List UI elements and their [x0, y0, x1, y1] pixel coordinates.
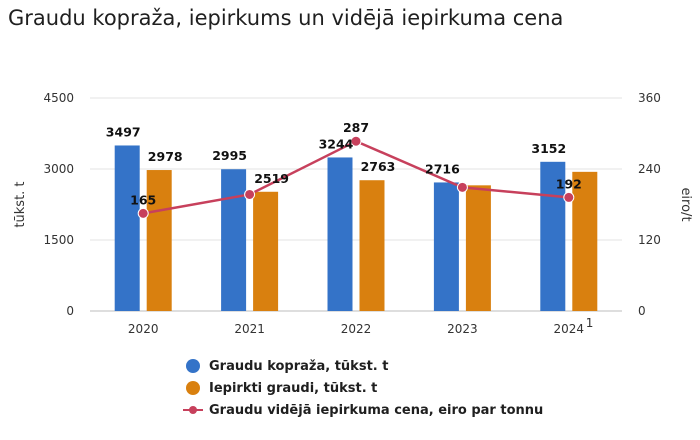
bar-purchased [146, 170, 172, 311]
legend-label-purchased: Iepirkti graudi, tūkst. t [209, 380, 378, 396]
bar-purchased [465, 185, 491, 311]
y-left-tick-label: 4500 [43, 91, 74, 105]
legend-item-price[interactable]: Graudu vidējā iepirkuma cena, eiro par t… [183, 400, 543, 420]
y-right-tick-label: 240 [638, 162, 661, 176]
bar-harvest [221, 169, 247, 311]
price-point [563, 191, 575, 203]
chart-title: Graudu kopraža, iepirkums un vidējā iepi… [8, 6, 564, 30]
harvest-data-label: 2716 [425, 161, 460, 176]
y-right-tick-label: 0 [638, 304, 646, 318]
bar-purchased [359, 180, 385, 311]
price-point [456, 181, 468, 193]
price-data-label: 165 [130, 192, 156, 207]
x-tick-label: 2020 [128, 322, 159, 336]
bar-purchased [572, 171, 598, 311]
y-right-tick-label: 360 [638, 91, 661, 105]
x-tick-label: 2022 [341, 322, 372, 336]
x-tick-footnote-mark: 1 [586, 316, 594, 330]
bar-harvest [433, 182, 459, 311]
harvest-data-label: 3152 [531, 141, 566, 156]
price-point [244, 188, 256, 200]
legend-item-harvest[interactable]: Graudu kopraža, tūkst. t [183, 356, 543, 376]
legend-marker-harvest-icon [183, 359, 203, 373]
legend-label-harvest: Graudu kopraža, tūkst. t [209, 358, 389, 374]
legend-label-price: Graudu vidējā iepirkuma cena, eiro par t… [209, 402, 544, 418]
x-tick-label: 2024 [554, 322, 585, 336]
price-data-label: 287 [343, 120, 369, 135]
legend-marker-price-icon [183, 403, 203, 417]
y-left-tick-label: 0 [66, 304, 74, 318]
y-left-axis-title: tūkst. t [13, 181, 28, 227]
harvest-data-label: 2995 [212, 148, 247, 163]
chart-legend: Graudu kopraža, tūkst. t Iepirkti graudi… [183, 356, 543, 422]
harvest-data-label: 3497 [106, 124, 141, 139]
price-data-label: 192 [556, 176, 582, 191]
y-right-tick-label: 120 [638, 233, 661, 247]
bar-harvest [327, 157, 353, 311]
purchased-data-label: 2519 [254, 171, 289, 186]
y-left-tick-label: 1500 [43, 233, 74, 247]
price-point [350, 135, 362, 147]
purchased-data-label: 2978 [148, 149, 183, 164]
harvest-data-label: 3244 [319, 136, 354, 151]
y-left-tick-label: 3000 [43, 162, 74, 176]
legend-item-purchased[interactable]: Iepirkti graudi, tūkst. t [183, 378, 543, 398]
legend-marker-purchased-icon [183, 381, 203, 395]
x-tick-label: 2023 [447, 322, 478, 336]
bar-purchased [253, 191, 279, 311]
price-point [137, 207, 149, 219]
bar-harvest [540, 161, 566, 311]
y-right-axis-title: eiro/t [678, 187, 693, 221]
x-tick-label: 2021 [234, 322, 265, 336]
price-series-line [142, 139, 569, 215]
purchased-data-label: 2763 [361, 159, 396, 174]
bar-harvest [114, 145, 140, 311]
